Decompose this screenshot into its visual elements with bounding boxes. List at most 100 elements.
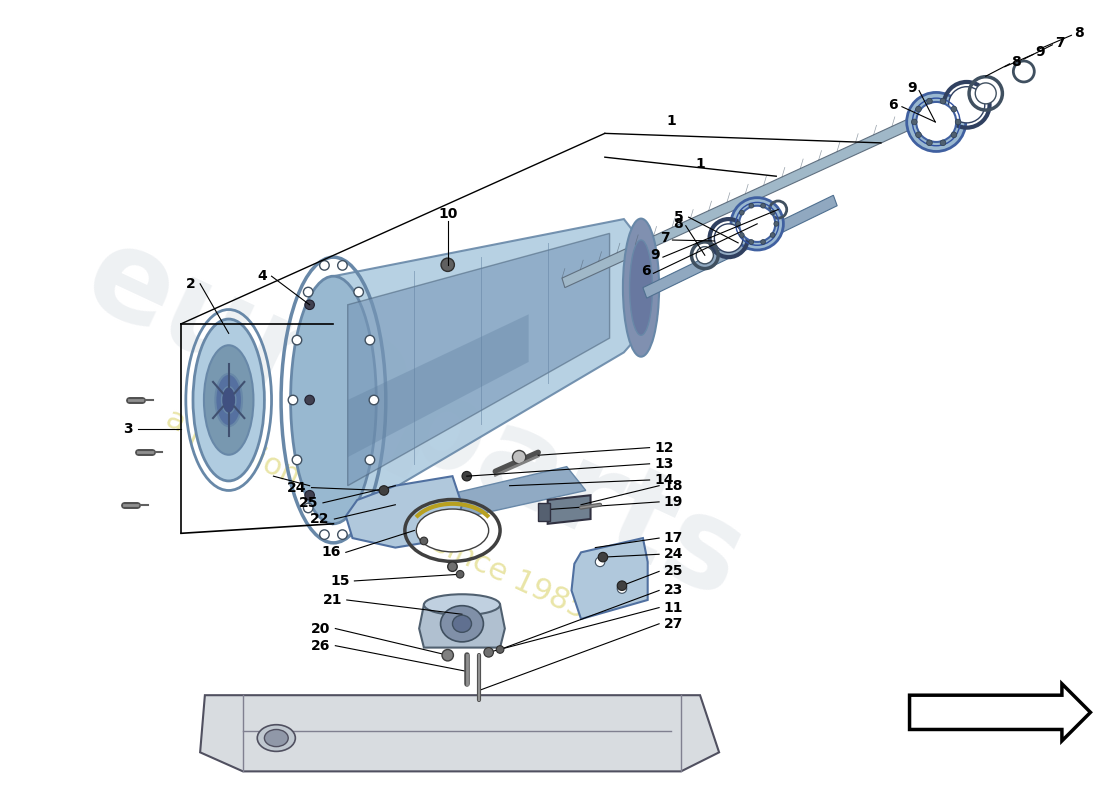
Text: 13: 13 (654, 457, 673, 471)
Polygon shape (538, 503, 550, 521)
Text: 8: 8 (1075, 26, 1084, 40)
Circle shape (442, 650, 453, 661)
Circle shape (305, 490, 315, 500)
Ellipse shape (424, 594, 500, 615)
Ellipse shape (216, 374, 242, 426)
Text: 1: 1 (667, 114, 676, 128)
Circle shape (320, 530, 329, 539)
Circle shape (761, 203, 766, 208)
Text: 9: 9 (1035, 46, 1045, 59)
Circle shape (770, 233, 776, 238)
Circle shape (513, 450, 526, 464)
Ellipse shape (629, 240, 652, 335)
Ellipse shape (976, 83, 997, 104)
Circle shape (952, 132, 957, 138)
Ellipse shape (221, 386, 235, 414)
Text: 16: 16 (321, 546, 341, 559)
Polygon shape (333, 219, 657, 524)
Ellipse shape (714, 224, 742, 253)
Text: 7: 7 (1055, 36, 1065, 50)
Circle shape (617, 584, 627, 594)
Circle shape (365, 335, 375, 345)
Circle shape (304, 503, 313, 513)
Circle shape (448, 562, 458, 571)
Circle shape (761, 239, 766, 244)
Circle shape (365, 455, 375, 465)
Text: 26: 26 (311, 638, 331, 653)
Circle shape (915, 132, 922, 138)
Text: 1: 1 (695, 157, 705, 171)
Text: 6: 6 (889, 98, 898, 112)
Circle shape (774, 222, 779, 226)
Circle shape (305, 395, 315, 405)
Circle shape (484, 647, 494, 657)
Circle shape (739, 233, 745, 238)
Text: 11: 11 (664, 601, 683, 614)
Text: 12: 12 (654, 441, 674, 454)
Ellipse shape (948, 86, 984, 123)
Text: a passion for parts since 1985: a passion for parts since 1985 (162, 404, 592, 625)
Ellipse shape (696, 246, 714, 264)
Circle shape (595, 557, 605, 566)
Ellipse shape (732, 198, 783, 250)
Circle shape (598, 552, 607, 562)
Circle shape (304, 287, 313, 297)
Text: 7: 7 (660, 231, 670, 245)
Ellipse shape (916, 102, 956, 142)
Circle shape (926, 140, 933, 146)
Circle shape (955, 119, 961, 125)
Circle shape (370, 395, 378, 405)
Ellipse shape (290, 276, 376, 524)
Circle shape (912, 119, 917, 125)
Text: 27: 27 (664, 617, 683, 630)
Circle shape (293, 335, 301, 345)
Circle shape (441, 258, 454, 271)
Polygon shape (562, 110, 934, 288)
Circle shape (320, 261, 329, 270)
Circle shape (736, 222, 740, 226)
Text: 24: 24 (664, 547, 683, 562)
Polygon shape (642, 195, 837, 298)
Circle shape (496, 646, 504, 654)
Circle shape (940, 140, 946, 146)
Circle shape (915, 106, 922, 112)
Polygon shape (548, 495, 591, 524)
Circle shape (749, 239, 754, 244)
Circle shape (462, 471, 472, 481)
Ellipse shape (416, 509, 488, 552)
Ellipse shape (441, 606, 483, 642)
Ellipse shape (452, 615, 472, 632)
Text: 4: 4 (257, 270, 267, 283)
Circle shape (739, 210, 745, 215)
Circle shape (770, 210, 776, 215)
Circle shape (940, 98, 946, 104)
Circle shape (379, 486, 388, 495)
Text: 3: 3 (123, 422, 132, 435)
Circle shape (293, 455, 301, 465)
Ellipse shape (257, 725, 295, 751)
Polygon shape (345, 476, 462, 547)
Polygon shape (572, 538, 648, 619)
Circle shape (338, 530, 348, 539)
Ellipse shape (264, 730, 288, 746)
Text: 8: 8 (1011, 55, 1021, 69)
Ellipse shape (192, 319, 264, 481)
Ellipse shape (906, 93, 966, 151)
Text: 8: 8 (673, 217, 683, 231)
Circle shape (749, 203, 754, 208)
Text: 25: 25 (299, 496, 318, 510)
Circle shape (354, 287, 363, 297)
Polygon shape (200, 695, 719, 771)
Circle shape (288, 395, 298, 405)
Text: 19: 19 (664, 495, 683, 509)
Circle shape (952, 106, 957, 112)
Text: 15: 15 (330, 574, 350, 588)
Text: 5: 5 (674, 210, 684, 224)
Text: 2: 2 (186, 277, 196, 291)
Circle shape (456, 570, 464, 578)
Polygon shape (419, 605, 505, 647)
Text: 22: 22 (310, 512, 330, 526)
Text: 14: 14 (654, 473, 674, 487)
Text: 18: 18 (664, 478, 683, 493)
Text: 6: 6 (641, 265, 650, 278)
